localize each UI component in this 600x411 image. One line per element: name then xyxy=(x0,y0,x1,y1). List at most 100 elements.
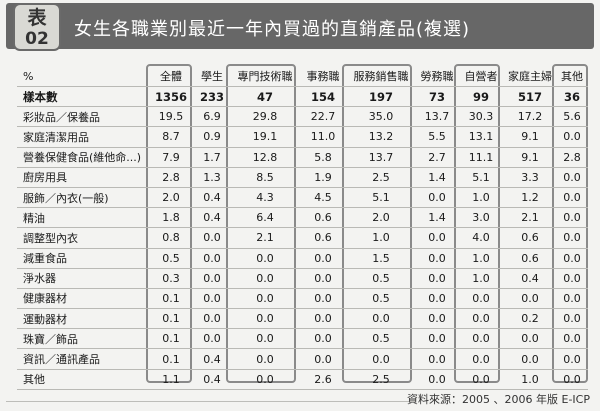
title-bar: 表 02 女生各職業別最近一年內買過的直銷產品(複選) xyxy=(6,3,594,51)
table-cell: 13.2 xyxy=(346,126,416,148)
table-cell: 0.0 xyxy=(556,187,588,209)
table-cell: 0.4 xyxy=(194,207,230,229)
table-cell: 0.0 xyxy=(416,308,458,330)
table-cell: 0.0 xyxy=(556,348,588,370)
table-cell: 233 xyxy=(194,86,230,108)
table-cell: 1.9 xyxy=(300,167,346,188)
table-cell: 197 xyxy=(346,86,416,108)
table-cell: 73 xyxy=(416,86,458,108)
table-cell: 1.1 xyxy=(148,369,194,390)
table-cell: 0.0 xyxy=(230,288,300,310)
row-label: 淨水器 xyxy=(17,268,148,289)
table-cell: 22.7 xyxy=(300,106,346,128)
table-row: 淨水器 0.3 0.0 0.0 0.0 0.5 0.0 1.0 0.4 0.0 xyxy=(17,268,588,289)
table-cell: 4.3 xyxy=(230,187,300,209)
table-cell: 13.7 xyxy=(346,147,416,168)
table-cell: 0.0 xyxy=(504,348,556,370)
table-cell: 0.0 xyxy=(416,288,458,310)
table-cell: 5.1 xyxy=(458,167,504,188)
table-row: 資訊／通訊產品 0.1 0.4 0.0 0.0 0.0 0.0 0.0 0.0 … xyxy=(17,348,588,370)
column-header: 服務銷售職 xyxy=(346,66,416,87)
row-label: 樣本數 xyxy=(17,86,148,108)
table-cell: 0.0 xyxy=(416,227,458,249)
table-cell: 0.0 xyxy=(346,308,416,330)
table-cell: 8.7 xyxy=(148,126,194,148)
table-cell: 0.0 xyxy=(556,126,588,148)
corner-unit-label: % xyxy=(17,66,148,87)
column-header: 學生 xyxy=(194,66,230,87)
table-cell: 0.6 xyxy=(300,207,346,229)
table-row: 彩妝品／保養品 19.5 6.9 29.8 22.7 35.0 13.7 30.… xyxy=(17,106,588,128)
table-cell: 1.0 xyxy=(458,187,504,209)
table-cell: 0.0 xyxy=(346,348,416,370)
table-cell: 1.5 xyxy=(346,248,416,269)
table-row: 樣本數 1356 233 47 154 197 73 99 517 36 xyxy=(17,86,588,108)
table-row: 減重食品 0.5 0.0 0.0 0.0 1.5 0.0 1.0 0.6 0.0 xyxy=(17,248,588,269)
table-cell: 2.8 xyxy=(556,147,588,168)
table-row: 健康器材 0.1 0.0 0.0 0.0 0.5 0.0 0.0 0.0 0.0 xyxy=(17,288,588,310)
table-cell: 0.0 xyxy=(416,328,458,350)
table-cell: 5.8 xyxy=(300,147,346,168)
table-row: 精油 1.8 0.4 6.4 0.6 2.0 1.4 3.0 2.1 0.0 xyxy=(17,207,588,229)
table-cell: 0.5 xyxy=(346,328,416,350)
table-cell: 6.4 xyxy=(230,207,300,229)
row-label: 減重食品 xyxy=(17,248,148,269)
table-cell: 0.0 xyxy=(556,308,588,330)
table-row: 服飾／內衣(一般) 2.0 0.4 4.3 4.5 5.1 0.0 1.0 1.… xyxy=(17,187,588,209)
table-cell: 35.0 xyxy=(346,106,416,128)
table-cell: 1.3 xyxy=(194,167,230,188)
table-cell: 19.5 xyxy=(148,106,194,128)
table-cell: 0.0 xyxy=(194,248,230,269)
table-row: 廚房用具 2.8 1.3 8.5 1.9 2.5 1.4 5.1 3.3 0.0 xyxy=(17,167,588,188)
table-cell: 0.0 xyxy=(194,328,230,350)
table-cell: 0.0 xyxy=(556,328,588,350)
table-cell: 0.6 xyxy=(504,248,556,269)
table-cell: 0.0 xyxy=(556,288,588,310)
table-cell: 0.0 xyxy=(556,207,588,229)
row-label: 家庭清潔用品 xyxy=(17,126,148,148)
table-cell: 0.0 xyxy=(556,227,588,249)
table-cell: 0.0 xyxy=(230,308,300,330)
row-label: 其他 xyxy=(17,369,148,390)
table-row: 營養保健食品(維他命...) 7.9 1.7 12.8 5.8 13.7 2.7… xyxy=(17,147,588,168)
table-cell: 2.8 xyxy=(148,167,194,188)
table-cell: 5.5 xyxy=(416,126,458,148)
table-cell: 47 xyxy=(230,86,300,108)
row-label: 珠寶／飾品 xyxy=(17,328,148,350)
table-cell: 0.0 xyxy=(458,288,504,310)
table-cell: 36 xyxy=(556,86,588,108)
source-note: 資料來源：2005 、2006 年版 E-ICP xyxy=(407,393,590,406)
row-label: 調整型內衣 xyxy=(17,227,148,249)
table-cell: 0.1 xyxy=(148,348,194,370)
table-cell: 1.0 xyxy=(458,248,504,269)
table-cell: 9.1 xyxy=(504,147,556,168)
row-label: 營養保健食品(維他命...) xyxy=(17,147,148,168)
row-label: 健康器材 xyxy=(17,288,148,310)
table-cell: 1.4 xyxy=(416,207,458,229)
table-cell: 0.0 xyxy=(556,167,588,188)
table-cell: 0.0 xyxy=(504,288,556,310)
table-row: 調整型內衣 0.8 0.0 2.1 0.6 1.0 0.0 4.0 0.6 0.… xyxy=(17,227,588,249)
table-cell: 0.5 xyxy=(148,248,194,269)
table-cell: 7.9 xyxy=(148,147,194,168)
table-cell: 1.8 xyxy=(148,207,194,229)
column-header: 專門技術職 xyxy=(230,66,300,87)
table-cell: 3.0 xyxy=(458,207,504,229)
table-cell: 1.0 xyxy=(504,369,556,390)
row-label: 精油 xyxy=(17,207,148,229)
table-cell: 2.0 xyxy=(346,207,416,229)
table-cell: 0.9 xyxy=(194,126,230,148)
table-cell: 0.0 xyxy=(230,328,300,350)
table-cell: 0.0 xyxy=(230,248,300,269)
table-cell: 11.1 xyxy=(458,147,504,168)
table-cell: 0.0 xyxy=(416,348,458,370)
table-cell: 0.4 xyxy=(194,369,230,390)
table-cell: 9.1 xyxy=(504,126,556,148)
table-header-row: % 全體 學生 專門技術職 事務職 服務銷售職 勞務職 自營者 家庭主婦 其他 xyxy=(17,66,588,87)
data-table: % 全體 學生 專門技術職 事務職 服務銷售職 勞務職 自營者 家庭主婦 其他 … xyxy=(17,66,588,390)
table-cell: 0.0 xyxy=(194,227,230,249)
page-title: 女生各職業別最近一年內買過的直銷產品(複選) xyxy=(74,19,471,40)
table-cell: 154 xyxy=(300,86,346,108)
table-cell: 0.0 xyxy=(230,369,300,390)
badge-number: 02 xyxy=(25,29,49,49)
